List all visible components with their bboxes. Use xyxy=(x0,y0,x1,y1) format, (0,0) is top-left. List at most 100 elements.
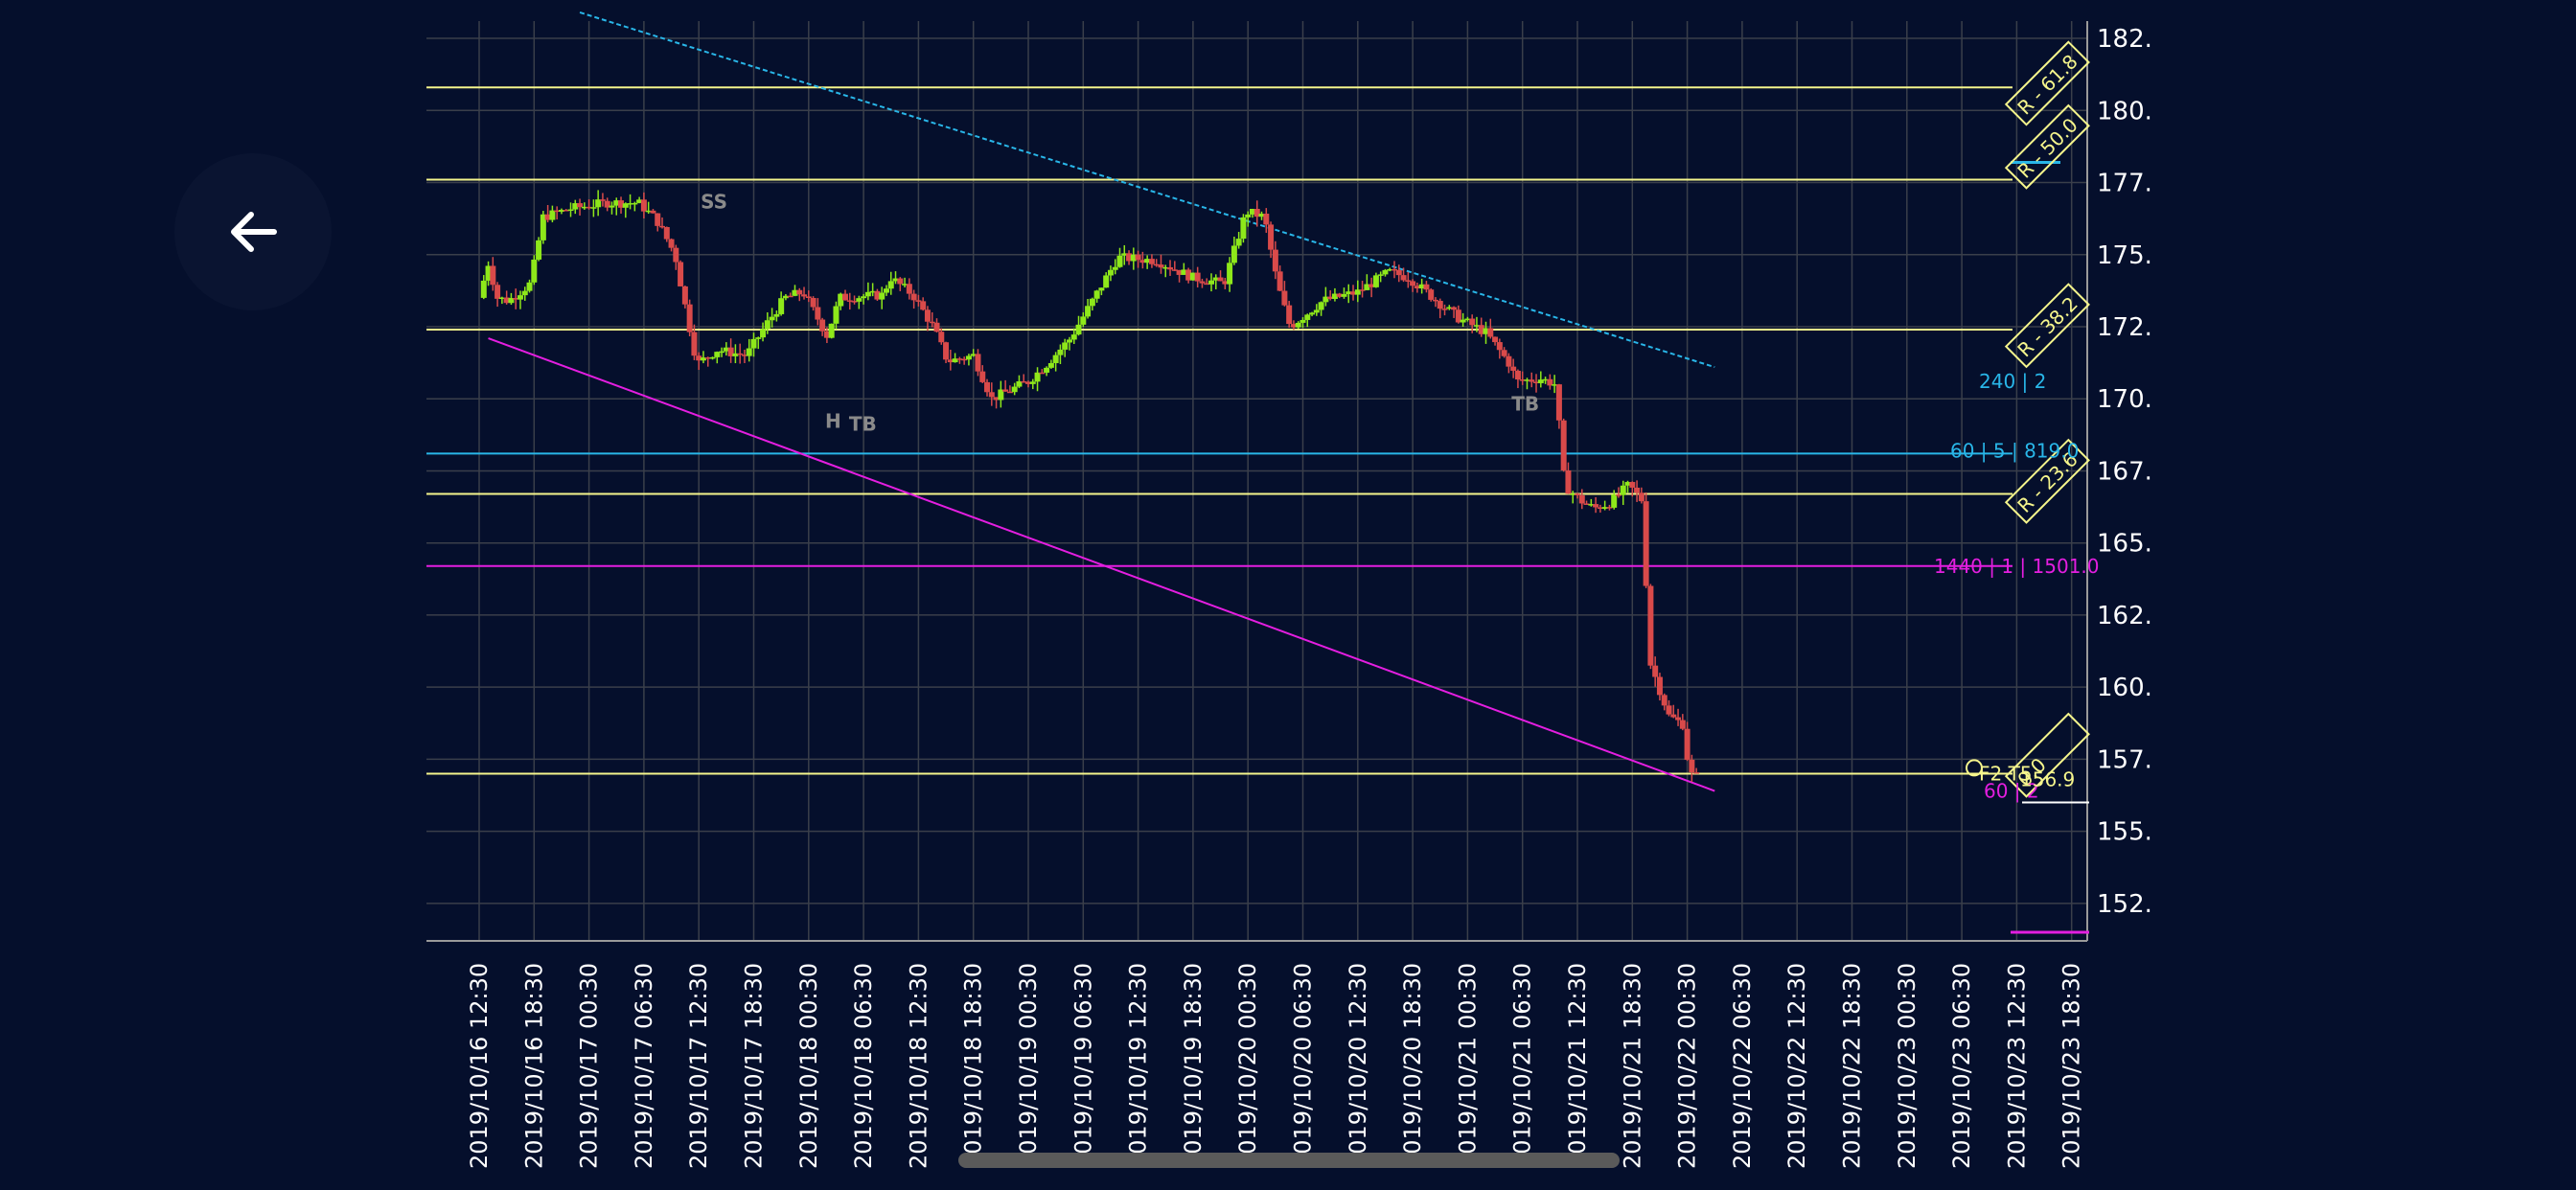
horizontal-levels xyxy=(426,86,2089,934)
candle-body xyxy=(1350,291,1357,295)
candle-body xyxy=(1139,260,1146,263)
candle-body xyxy=(1281,290,1288,306)
candle-body xyxy=(929,321,935,324)
candle-body xyxy=(1341,294,1347,297)
candle-body xyxy=(970,354,977,356)
x-tick-label: 2019/10/18 06:30 xyxy=(850,963,877,1169)
candle-body xyxy=(1478,325,1484,334)
candle-body xyxy=(1318,302,1324,310)
candle-body xyxy=(714,352,721,357)
candle-body xyxy=(1144,259,1151,263)
candle-body xyxy=(1103,275,1110,288)
fib-tag-box xyxy=(2004,103,2090,190)
candle-body xyxy=(1395,269,1402,276)
candle-body xyxy=(902,284,908,286)
candle-body xyxy=(526,282,533,291)
candle-body xyxy=(1624,482,1631,486)
candle-body xyxy=(1492,336,1499,343)
x-tick-label: 2019/10/20 00:30 xyxy=(1234,963,1261,1169)
candle-body xyxy=(815,307,821,320)
x-tick-label: 2019/10/16 12:30 xyxy=(466,963,493,1169)
candle-body xyxy=(480,280,487,298)
candle-body xyxy=(1364,284,1370,290)
fib-tag-box xyxy=(2004,438,2090,524)
candle-body xyxy=(723,347,729,352)
candle-body xyxy=(572,203,579,210)
candle-body xyxy=(595,199,602,208)
fib-tag-box xyxy=(2004,40,2090,126)
candle-body xyxy=(691,332,698,356)
candle-body xyxy=(1620,485,1626,495)
candle-body xyxy=(1666,705,1672,715)
pattern-label: TB xyxy=(849,412,877,435)
candle-body xyxy=(1684,728,1690,760)
candle-body xyxy=(686,304,693,332)
candle-body xyxy=(1098,287,1105,291)
candle-body xyxy=(1441,309,1448,310)
candle-body xyxy=(1107,269,1114,276)
arrow-left-icon xyxy=(231,212,277,252)
x-tick-label: 2019/10/22 18:30 xyxy=(1839,963,1866,1169)
candle-body xyxy=(1565,469,1572,494)
candle-body xyxy=(760,329,767,338)
candle-body xyxy=(659,225,665,228)
candle-body xyxy=(618,200,625,208)
candle-body xyxy=(1675,717,1682,721)
candle-body xyxy=(924,309,931,322)
y-tick-label: 160. xyxy=(2097,674,2152,702)
candle-body xyxy=(1537,379,1544,383)
candle-body xyxy=(1451,307,1458,310)
candle-body xyxy=(1469,318,1476,326)
candle-body xyxy=(1199,281,1206,284)
candle-body xyxy=(938,332,945,343)
candle-body xyxy=(956,358,963,360)
candle-body xyxy=(1552,384,1558,386)
candle-body xyxy=(1309,312,1316,315)
candle-body xyxy=(558,210,564,213)
x-tick-label: 2019/10/22 06:30 xyxy=(1729,963,1756,1169)
candle-body xyxy=(1025,381,1031,384)
horizontal-scrollbar[interactable] xyxy=(958,1153,1620,1168)
candle-body xyxy=(563,210,569,212)
x-tick-label: 2019/10/22 00:30 xyxy=(1674,963,1701,1169)
candle-body xyxy=(668,239,675,248)
candle-body xyxy=(554,210,561,213)
candle-body xyxy=(764,320,770,330)
back-button[interactable] xyxy=(174,153,332,310)
candle-body xyxy=(1354,289,1361,295)
candle-body xyxy=(892,278,899,282)
candle-body xyxy=(792,289,798,296)
x-tick-label: 2019/10/21 12:30 xyxy=(1564,963,1591,1169)
fib-tag-box xyxy=(2004,712,2090,798)
candle-body xyxy=(704,357,711,359)
trendline xyxy=(579,11,1715,369)
candle-body xyxy=(915,300,922,302)
candle-body xyxy=(1194,272,1201,282)
candle-body xyxy=(1460,319,1466,323)
candle-body xyxy=(650,210,656,214)
candle-body xyxy=(965,355,972,360)
candle-body xyxy=(1634,487,1641,493)
candle-body xyxy=(1510,366,1517,371)
candle-body xyxy=(696,355,702,361)
candle-body xyxy=(796,289,803,295)
candle-body xyxy=(1158,264,1164,268)
trendline xyxy=(488,337,1715,792)
y-tick-label: 177. xyxy=(2097,170,2152,198)
candle-body xyxy=(599,199,606,201)
candle-body xyxy=(984,381,991,393)
candle-body xyxy=(952,358,958,363)
candle-body xyxy=(1153,263,1160,266)
candle-body xyxy=(1300,319,1306,323)
y-tick-label: 182. xyxy=(2097,25,2152,54)
candle-body xyxy=(1130,254,1137,262)
candle-body xyxy=(842,293,848,301)
candle-body xyxy=(1075,324,1082,335)
candle-body xyxy=(869,290,876,293)
x-tick-label: 2019/10/20 12:30 xyxy=(1345,963,1371,1169)
candle-body xyxy=(879,292,886,300)
candle-body xyxy=(1597,507,1603,510)
fib-tag-box xyxy=(2004,283,2090,369)
candle-body xyxy=(1359,289,1366,291)
